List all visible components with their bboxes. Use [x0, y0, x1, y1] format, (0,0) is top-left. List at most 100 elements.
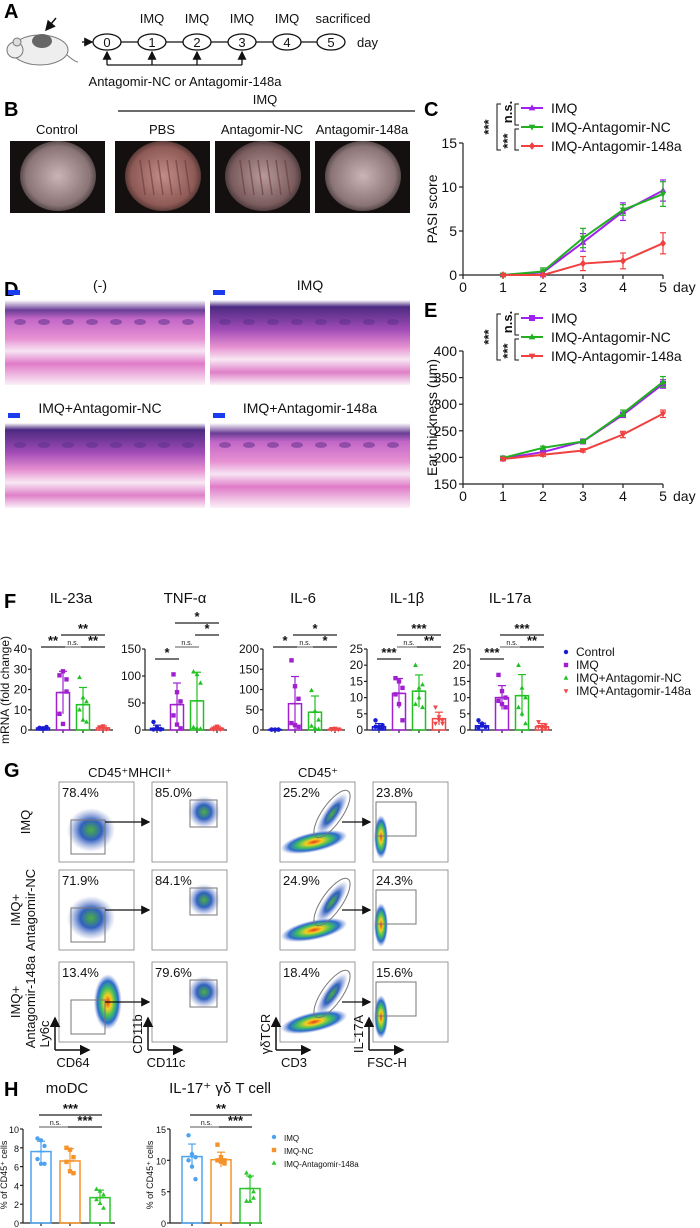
- hair-follicle: [38, 442, 50, 448]
- data-point: [380, 722, 385, 728]
- y-tick-label: 0: [161, 1219, 166, 1228]
- chart-title: IL-23a: [50, 590, 93, 607]
- mouse-back-photos: Control PBS Antagomir-NC Antagomir-148a: [10, 122, 410, 213]
- data-point: [619, 432, 627, 439]
- hair-follicle: [38, 319, 50, 325]
- y-tick-label: 20: [14, 683, 28, 697]
- legend-marker: [563, 649, 569, 655]
- panel-d-histology: (-) IMQ IMQ+Antagomir-NC IMQ+Antagomir-148a: [5, 277, 410, 508]
- data-point: [420, 704, 425, 710]
- data-point: [416, 685, 422, 690]
- timeline: 0 1 2 3 4 5 IMQ IMQ IMQ IMQ sacrificed: [92, 11, 370, 66]
- series-imq-antagomir-148a: [500, 232, 666, 279]
- x-tick-label: 2: [539, 488, 547, 504]
- legend-marker: [563, 689, 569, 694]
- significance-label: *: [204, 621, 210, 636]
- data-point: [516, 662, 521, 667]
- data-point: [38, 1138, 44, 1143]
- hair-follicle: [86, 319, 98, 325]
- data-point: [57, 673, 62, 678]
- data-point: [38, 1161, 44, 1166]
- y-axis-label: γδTCR: [258, 1014, 273, 1054]
- data-point: [336, 727, 341, 733]
- flow-plot: 85.0%: [151, 781, 228, 863]
- data-point: [154, 726, 160, 731]
- data-point: [218, 727, 223, 733]
- data-point: [97, 1188, 103, 1193]
- y-axis-label: % of CD45⁺ cells: [0, 1140, 9, 1209]
- data-point: [476, 718, 481, 723]
- data-point: [178, 699, 183, 704]
- y-tick-label: 40: [14, 642, 28, 656]
- scale-lesion: [239, 159, 246, 196]
- data-point: [540, 449, 546, 456]
- x-tick-label: 1: [499, 488, 507, 504]
- data-point: [579, 235, 587, 242]
- chart-title: IL-17a: [489, 590, 532, 607]
- data-point: [218, 1159, 224, 1164]
- data-point: [84, 699, 89, 704]
- histology-label: IMQ+Antagomir-NC: [38, 400, 161, 416]
- data-point: [44, 725, 49, 730]
- data-point: [540, 271, 546, 279]
- data-point: [194, 671, 200, 677]
- significance-bracket: [514, 338, 519, 361]
- y-tick-label: 400: [434, 343, 458, 359]
- significance-label: n.s.: [500, 311, 515, 333]
- scale-bar: [8, 290, 20, 295]
- data-point: [178, 726, 183, 731]
- hair-follicle: [14, 442, 26, 448]
- day-circle: [272, 33, 302, 51]
- gate: [189, 887, 218, 916]
- scale-lesion: [148, 159, 155, 196]
- data-point: [373, 718, 378, 723]
- gate-percentage: 25.2%: [283, 785, 320, 800]
- data-point: [64, 1159, 69, 1165]
- photo-label: PBS: [149, 122, 175, 137]
- day-number: 2: [193, 35, 200, 50]
- x-axis-label: CD11c: [147, 1055, 186, 1070]
- hair-follicle: [134, 319, 146, 325]
- significance-label: ***: [77, 1113, 93, 1128]
- data-point: [64, 1145, 69, 1150]
- data-point: [579, 437, 587, 444]
- bar-chart-il-17-t-cell: IL-17⁺ γδ T cell 0 5 10 15 n.s. *****: [156, 1080, 271, 1228]
- mouse-skin-photo: [125, 141, 201, 211]
- day-circle: [227, 33, 257, 51]
- cell-population: [374, 903, 388, 947]
- data-point: [42, 1143, 47, 1149]
- y-tick-label: 200: [434, 449, 458, 465]
- data-point: [479, 721, 485, 726]
- significance-label: ***: [481, 118, 496, 134]
- cell-population: [316, 793, 348, 835]
- data-point: [37, 725, 42, 731]
- data-point: [543, 726, 548, 732]
- x-tick-label: 3: [579, 279, 587, 295]
- gate: [375, 981, 417, 1017]
- cell-population: [67, 808, 115, 852]
- gate: [189, 979, 218, 1008]
- y-axis-label: CD11b: [130, 1014, 145, 1054]
- y-tick-label: 5: [449, 223, 457, 239]
- panel-label-a: A: [4, 1, 18, 23]
- data-point: [500, 271, 506, 279]
- legend-label: Control: [576, 645, 615, 659]
- cell-population: [316, 973, 348, 1015]
- scale-lesion: [166, 159, 173, 196]
- data-point: [171, 713, 176, 718]
- scale-lesion: [157, 159, 164, 196]
- panel-label-f: F: [4, 591, 16, 613]
- row-label: IMQ+: [8, 986, 23, 1018]
- day-circle: [137, 33, 167, 51]
- significance-label: **: [88, 633, 99, 648]
- data-point: [312, 725, 318, 730]
- data-point: [218, 1155, 224, 1160]
- hair-follicle: [219, 319, 231, 325]
- data-point: [64, 689, 69, 694]
- cell-population: [188, 884, 220, 916]
- histology-label: (-): [93, 277, 107, 293]
- y-tick-label: 150: [434, 476, 458, 492]
- significance-label: *: [282, 633, 288, 648]
- day-circle: [92, 33, 122, 51]
